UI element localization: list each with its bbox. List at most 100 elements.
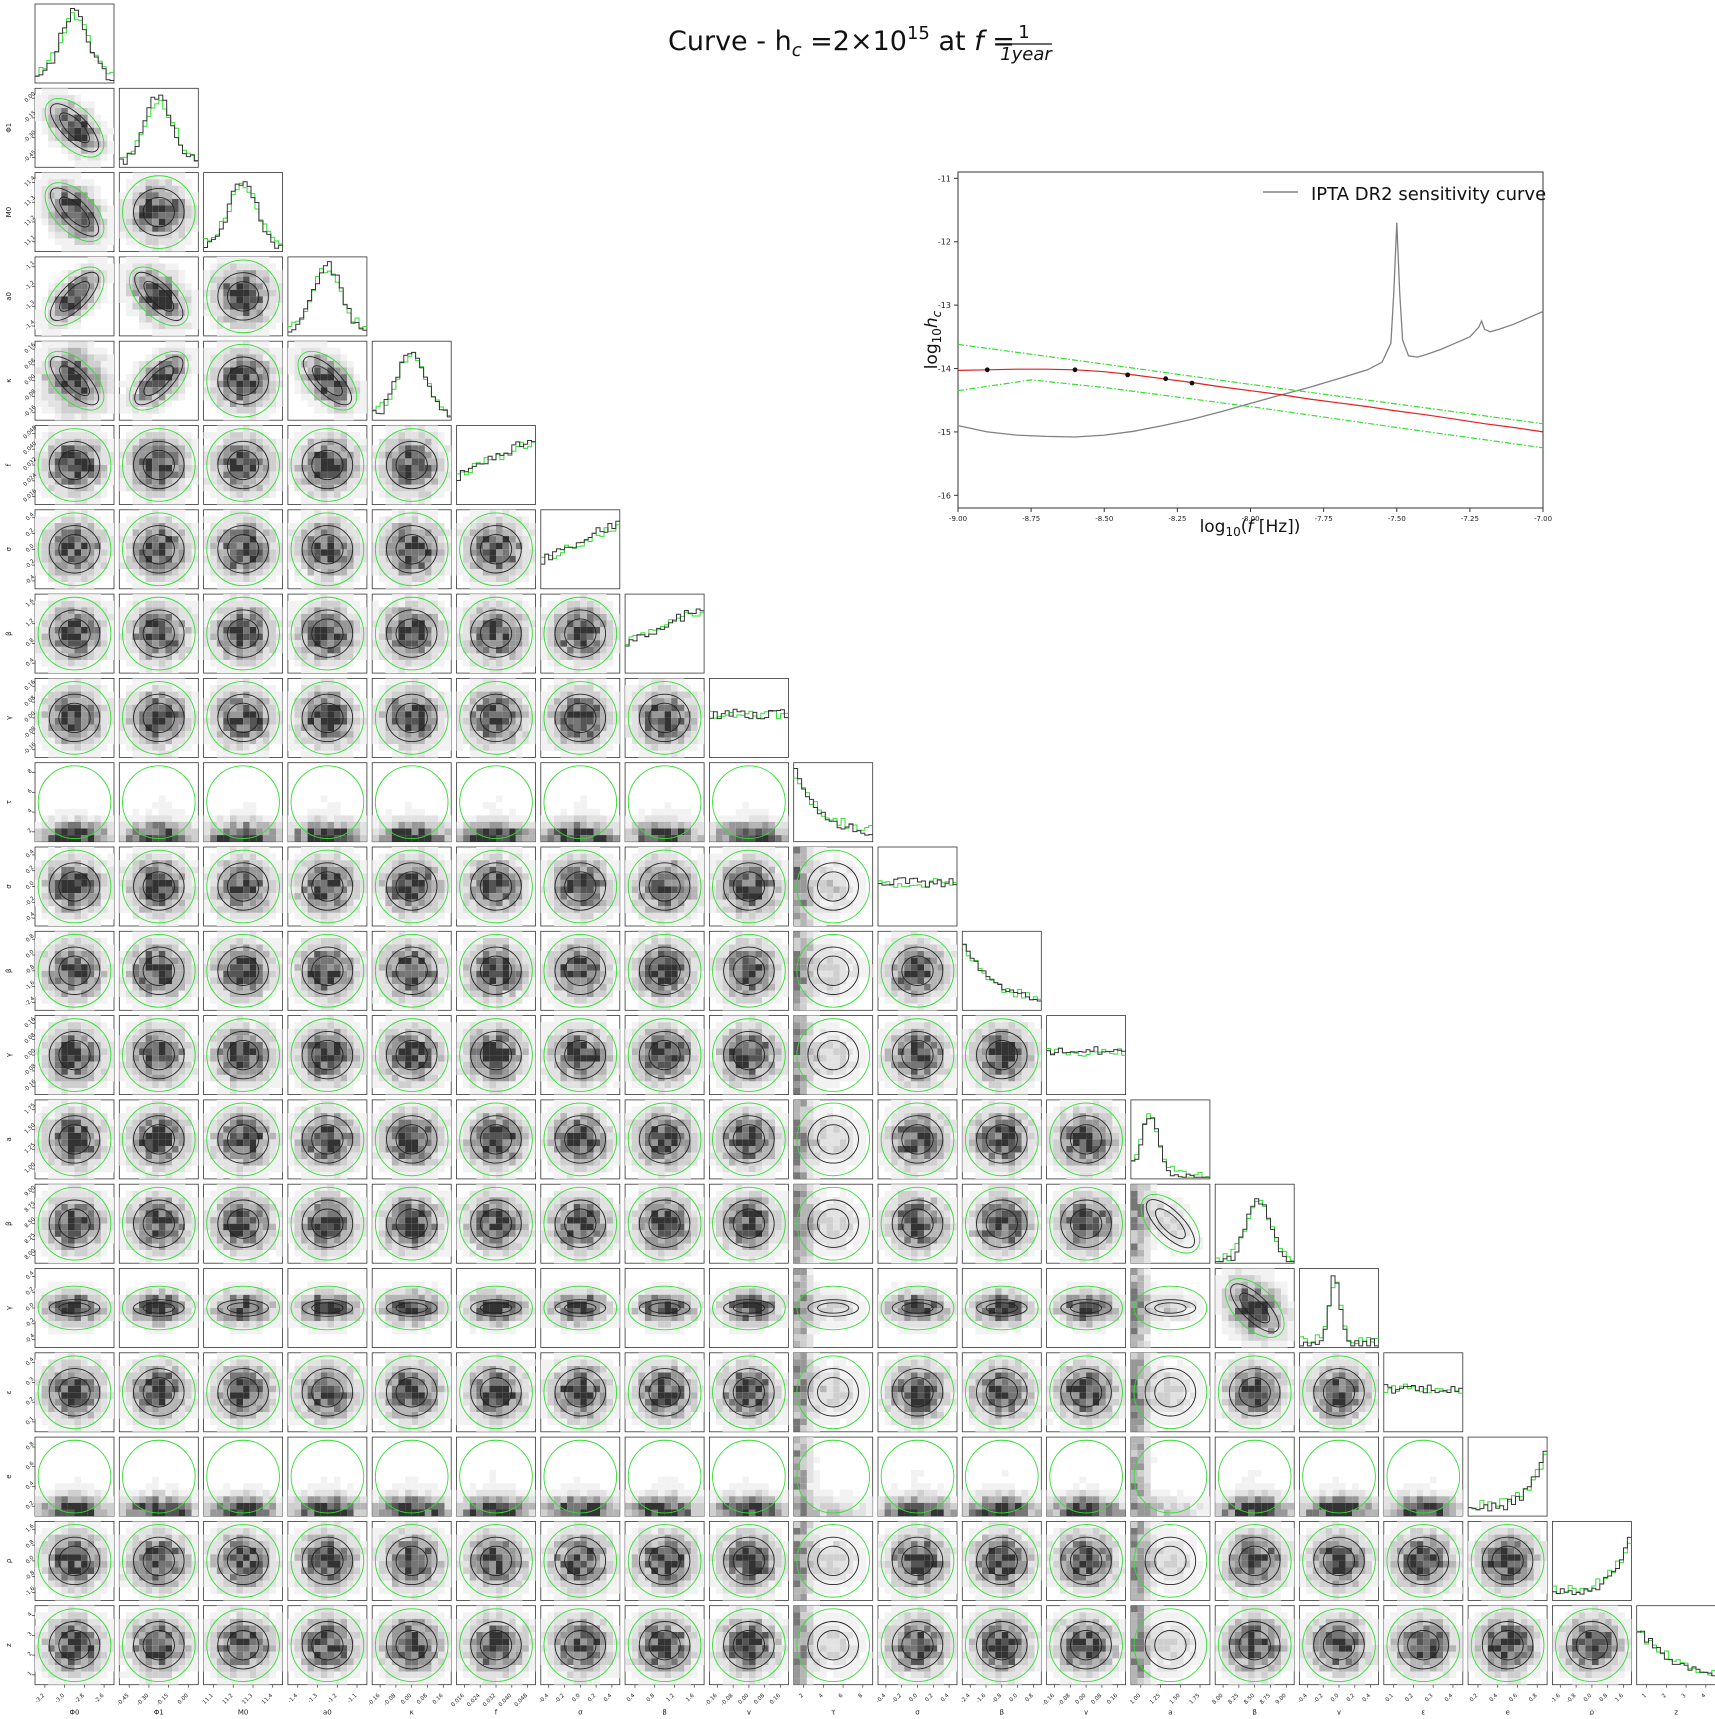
density-cell <box>126 685 133 692</box>
density-cell <box>185 458 192 465</box>
density-cell <box>399 725 406 732</box>
density-cell <box>165 556 172 563</box>
density-cell <box>88 354 95 361</box>
density-cell <box>412 556 419 563</box>
density-cell <box>107 148 114 155</box>
density-cell <box>372 569 379 576</box>
density-cell <box>587 685 594 692</box>
density-cell <box>55 88 62 95</box>
density-cell <box>483 563 490 570</box>
density-cell <box>509 563 516 570</box>
density-cell <box>126 374 133 381</box>
density-cell <box>327 543 334 550</box>
density-cell <box>101 627 108 634</box>
density-cell <box>431 485 438 492</box>
density-cell <box>42 445 49 452</box>
density-cell <box>139 414 146 421</box>
density-cell <box>509 640 516 647</box>
density-cell <box>269 556 276 563</box>
density-cell <box>425 620 432 627</box>
density-cell <box>152 685 159 692</box>
density-cell <box>146 614 153 621</box>
density-cell <box>567 627 574 634</box>
density-cell <box>159 491 166 498</box>
density-cell <box>35 523 42 530</box>
density-cell <box>354 556 361 563</box>
density-cell <box>457 653 464 660</box>
density-cell <box>126 206 133 213</box>
density-cell <box>42 95 49 102</box>
density-cell <box>146 744 153 751</box>
density-cell <box>671 725 678 732</box>
density-cell <box>554 653 561 660</box>
density-cell <box>438 432 445 439</box>
density-cell <box>101 601 108 608</box>
density-cell <box>607 725 614 732</box>
density-cell <box>55 653 62 660</box>
density-cell <box>61 718 68 725</box>
density-cell <box>68 374 75 381</box>
density-cell <box>237 465 244 472</box>
density-cell <box>347 751 354 758</box>
density-cell <box>88 232 95 239</box>
density-cell <box>75 640 82 647</box>
density-cell <box>263 751 270 758</box>
density-cell <box>250 614 257 621</box>
density-cell <box>88 640 95 647</box>
density-cell <box>463 601 470 608</box>
density-cell <box>223 472 230 479</box>
density-cell <box>561 725 568 732</box>
density-cell <box>223 815 230 822</box>
joint-panel-4-0 <box>35 341 115 421</box>
density-cell <box>457 692 464 699</box>
density-cell <box>61 238 68 245</box>
density-cell <box>35 348 42 355</box>
density-cell <box>101 620 108 627</box>
density-cell <box>489 543 496 550</box>
density-cell <box>133 186 140 193</box>
density-cell <box>107 523 114 530</box>
density-cell <box>81 238 88 245</box>
density-cell <box>75 323 82 330</box>
density-cell <box>75 414 82 421</box>
density-cell <box>119 296 126 303</box>
density-cell <box>243 407 250 414</box>
density-cell <box>607 711 614 718</box>
density-cell <box>159 465 166 472</box>
density-cell <box>230 731 237 738</box>
joint-panel-6-1 <box>119 510 198 589</box>
density-cell <box>119 829 126 836</box>
density-cell <box>133 835 140 842</box>
density-cell <box>399 432 406 439</box>
density-cell <box>146 530 153 537</box>
density-cell <box>431 678 438 685</box>
density-cell <box>489 640 496 647</box>
density-cell <box>81 407 88 414</box>
density-cell <box>165 530 172 537</box>
density-cell <box>392 472 399 479</box>
density-cell <box>165 341 172 348</box>
density-cell <box>88 478 95 485</box>
density-cell <box>75 744 82 751</box>
density-cell <box>223 692 230 699</box>
density-cell <box>405 744 412 751</box>
density-cell <box>496 627 503 634</box>
density-cell <box>314 809 321 816</box>
density-cell <box>152 179 159 186</box>
density-cell <box>185 199 192 206</box>
density-cell <box>126 829 133 836</box>
joint-panel-5-3 <box>288 426 367 505</box>
density-cell <box>547 744 554 751</box>
density-cell <box>179 594 186 601</box>
density-cell <box>61 445 68 452</box>
density-cell <box>48 134 55 141</box>
density-cell <box>574 725 581 732</box>
density-cell <box>243 549 250 556</box>
density-cell <box>88 439 95 446</box>
density-cell <box>179 439 186 446</box>
density-cell <box>334 491 341 498</box>
density-cell <box>651 705 658 712</box>
density-cell <box>42 212 49 219</box>
density-cell <box>165 725 172 732</box>
density-cell <box>185 452 192 459</box>
